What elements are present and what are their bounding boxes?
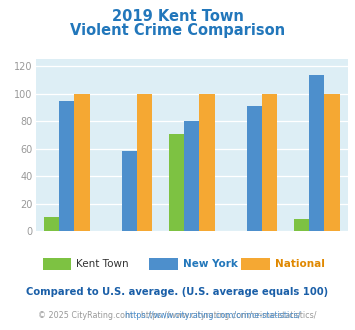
Bar [324, 94, 340, 231]
Bar [169, 134, 184, 231]
Bar [309, 75, 324, 231]
Text: 2019 Kent Town: 2019 Kent Town [111, 10, 244, 24]
Text: New York: New York [183, 259, 238, 269]
Text: Compared to U.S. average. (U.S. average equals 100): Compared to U.S. average. (U.S. average … [26, 287, 329, 297]
Bar [44, 217, 59, 231]
Bar [75, 94, 90, 231]
Text: https://www.cityrating.com/crime-statistics/: https://www.cityrating.com/crime-statist… [55, 312, 300, 320]
Bar [246, 106, 262, 231]
Text: National: National [275, 259, 325, 269]
Bar [200, 94, 215, 231]
Bar [294, 219, 309, 231]
Bar [137, 94, 152, 231]
Text: Kent Town: Kent Town [76, 259, 129, 269]
Bar [59, 101, 75, 231]
Bar [121, 151, 137, 231]
Text: © 2025 CityRating.com - https://www.cityrating.com/crime-statistics/: © 2025 CityRating.com - https://www.city… [38, 312, 317, 320]
Text: Violent Crime Comparison: Violent Crime Comparison [70, 23, 285, 38]
Bar [184, 121, 200, 231]
Bar [262, 94, 277, 231]
